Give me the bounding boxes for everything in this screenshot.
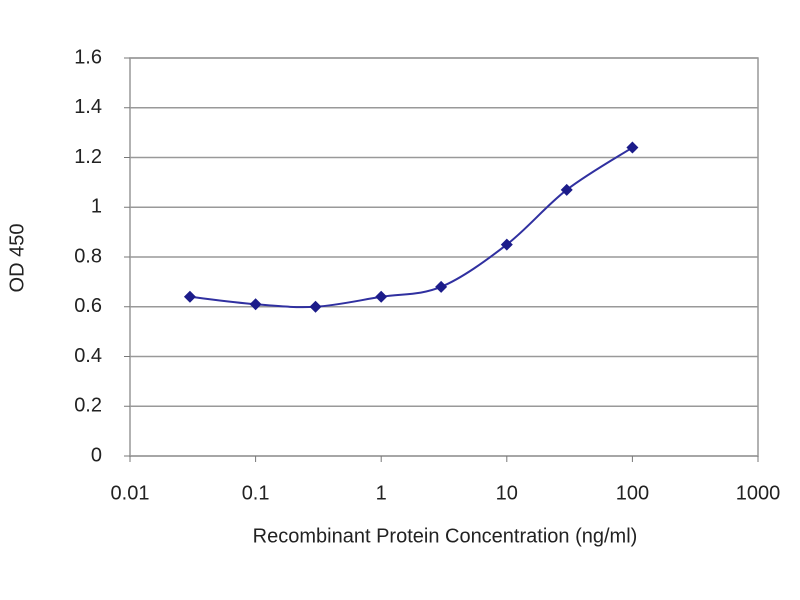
x-tick-label: 100	[616, 482, 649, 504]
data-point	[375, 290, 388, 303]
y-tick-label: 0.8	[74, 245, 102, 267]
y-tick-label: 0.6	[74, 295, 102, 317]
data-point	[560, 183, 573, 196]
x-tick-label: 0.1	[242, 482, 270, 504]
data-point	[435, 280, 448, 293]
y-tick-label: 0.2	[74, 395, 102, 417]
x-axis-title: Recombinant Protein Concentration (ng/ml…	[253, 525, 638, 547]
y-tick-label: 1.4	[74, 96, 102, 118]
y-tick-label: 0	[91, 444, 102, 466]
x-tick-label: 0.01	[111, 482, 150, 504]
x-tick-label: 1	[376, 482, 387, 504]
x-tick-label: 10	[496, 482, 518, 504]
data-point	[309, 300, 322, 313]
y-axis-title: OD 450	[6, 224, 28, 293]
y-tick-label: 1.6	[74, 46, 102, 68]
y-tick-label: 1	[91, 196, 102, 218]
data-point	[249, 298, 262, 311]
data-point	[626, 141, 639, 154]
data-point	[500, 238, 513, 251]
y-tick-label: 1.2	[74, 146, 102, 168]
y-tick-label: 0.4	[74, 345, 102, 367]
x-tick-label: 1000	[736, 482, 781, 504]
data-point	[183, 290, 196, 303]
